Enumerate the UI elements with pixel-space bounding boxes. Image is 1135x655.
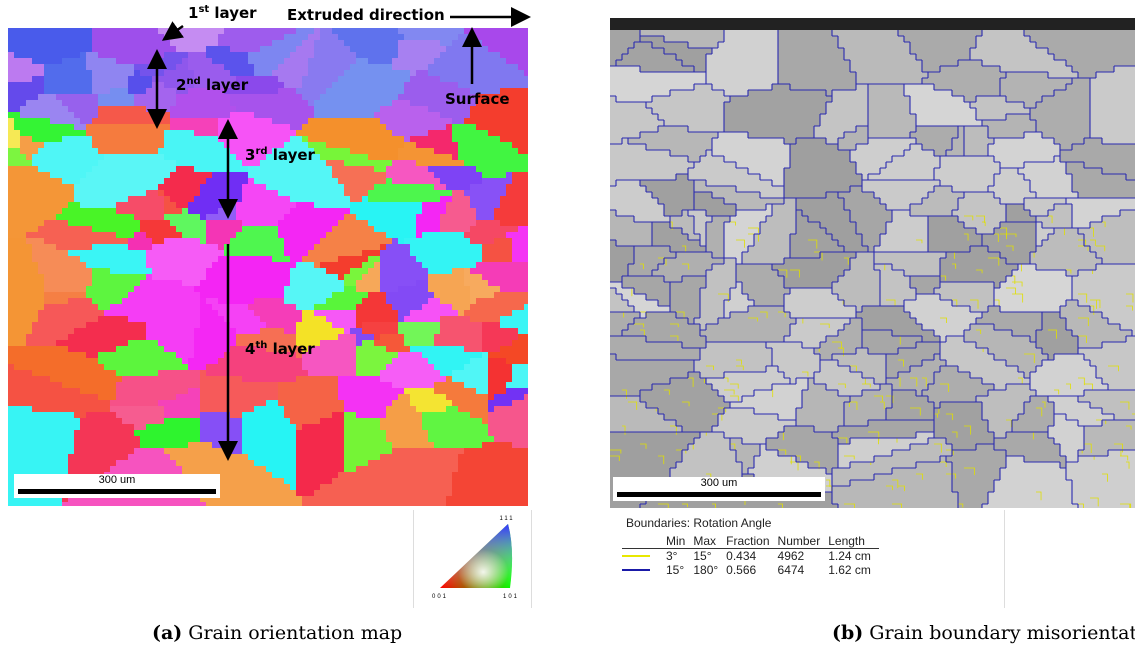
figure: 1st layer Extruded direction 2nd layer 3…: [0, 0, 1135, 655]
